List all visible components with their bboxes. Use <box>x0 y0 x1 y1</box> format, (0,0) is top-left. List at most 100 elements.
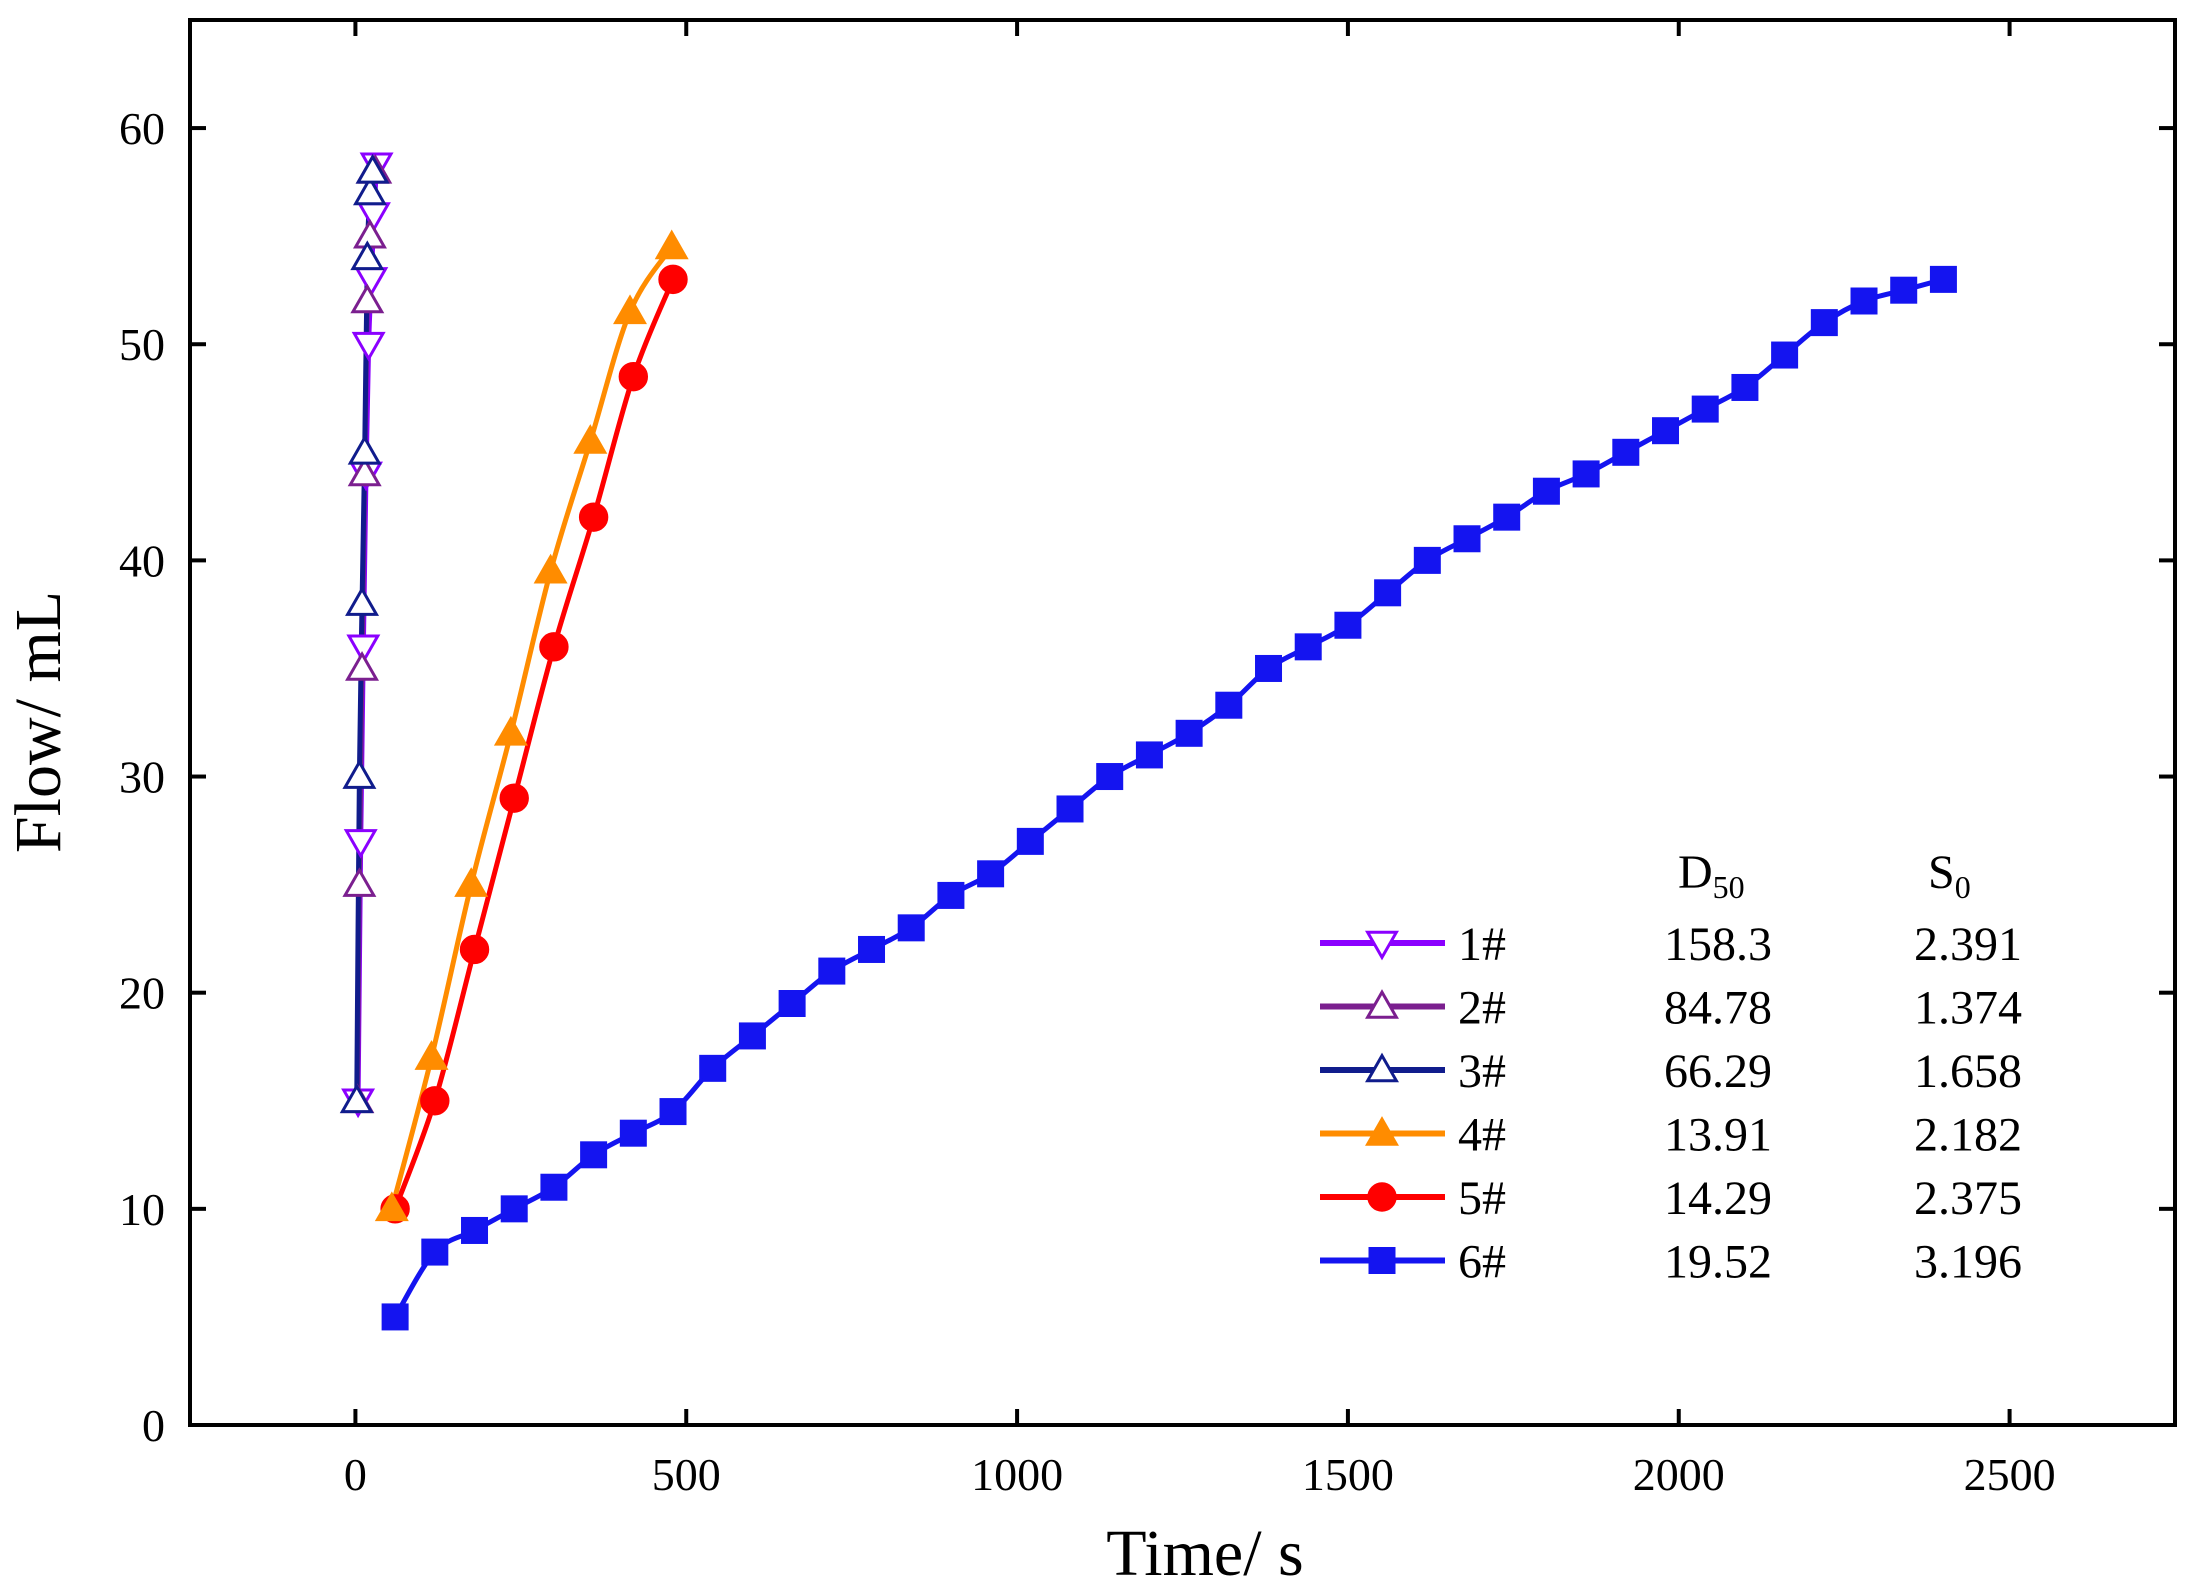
data-point-6 <box>1016 827 1044 855</box>
data-point-1 <box>346 634 381 665</box>
x-tick-label: 2500 <box>1964 1449 2056 1500</box>
data-point-6 <box>1652 417 1680 445</box>
data-point-4 <box>654 229 689 260</box>
legend-label-4: 4# <box>1458 1109 1506 1162</box>
legend-d50-2: 84.78 <box>1664 982 1772 1035</box>
y-tick-label: 10 <box>119 1184 165 1235</box>
data-point-6 <box>858 935 886 963</box>
data-point-6 <box>1215 691 1243 719</box>
data-point-6 <box>580 1141 608 1169</box>
axis-ticks: 0 500 1000 1500 2000 2500 0 10 20 30 40 50 60 <box>119 20 2175 1500</box>
data-point-3 <box>350 240 385 271</box>
x-tick-label: 500 <box>652 1449 721 1500</box>
data-point-6 <box>738 1022 766 1050</box>
data-point-6 <box>977 860 1005 888</box>
data-point-6 <box>1850 287 1878 315</box>
data-point-3 <box>355 153 390 184</box>
data-point-6 <box>461 1216 489 1244</box>
data-point-6 <box>1771 341 1799 369</box>
data-point-6 <box>659 1098 687 1126</box>
legend-label-5: 5# <box>1458 1172 1506 1225</box>
legend-d50-6: 19.52 <box>1664 1236 1772 1289</box>
data-point-6 <box>1731 373 1759 401</box>
data-point-6 <box>1175 719 1203 747</box>
data-point-4 <box>454 867 489 897</box>
data-point-5 <box>459 934 490 965</box>
y-tick-label: 30 <box>119 752 165 803</box>
data-point-2 <box>350 283 385 314</box>
data-point-6 <box>1096 763 1124 791</box>
y-axis-title: Flow/ mL <box>2 591 75 853</box>
legend-s0-2: 1.374 <box>1914 982 2022 1035</box>
data-point-6 <box>540 1173 568 1201</box>
data-point-6 <box>778 990 806 1017</box>
data-point-6 <box>1691 395 1719 423</box>
x-tick-label: 1000 <box>971 1449 1063 1500</box>
data-point-6 <box>1334 611 1362 639</box>
legend-s0-1: 2.391 <box>1914 918 2022 971</box>
legend-header-d50: D50 <box>1678 846 1745 905</box>
data-point-6 <box>1374 579 1402 607</box>
legend-label-1: 1# <box>1458 918 1506 971</box>
data-point-3 <box>345 586 380 616</box>
legend-s0-6: 3.196 <box>1914 1236 2022 1289</box>
data-point-6 <box>500 1195 528 1223</box>
x-tick-label: 2000 <box>1633 1449 1725 1500</box>
x-tick-label: 0 <box>344 1449 367 1500</box>
data-point-5 <box>499 783 529 813</box>
legend-header-s0: S0 <box>1928 846 1971 905</box>
legend-s0-3: 1.658 <box>1914 1045 2022 1098</box>
data-point-6 <box>1413 546 1441 574</box>
data-point-6 <box>1056 795 1084 823</box>
legend-d50-1: 158.3 <box>1664 918 1772 971</box>
data-point-3 <box>339 1083 374 1114</box>
data-point-6 <box>699 1054 727 1082</box>
data-point-2 <box>342 867 377 897</box>
legend-label-3: 3# <box>1458 1045 1506 1098</box>
data-point-4 <box>573 424 608 454</box>
data-point-5 <box>658 264 688 295</box>
data-point-6 <box>381 1303 409 1331</box>
legend-label-2: 2# <box>1458 982 1506 1035</box>
data-point-4 <box>533 553 568 584</box>
data-point-2 <box>347 456 382 487</box>
y-tick-label: 60 <box>119 103 165 154</box>
data-point-1 <box>356 202 391 232</box>
data-point-6 <box>1612 438 1640 466</box>
legend-s0-5: 2.375 <box>1914 1172 2022 1225</box>
data-point-3 <box>342 759 377 789</box>
data-point-6 <box>1572 460 1600 488</box>
legend-marker-2 <box>1365 989 1399 1019</box>
data-point-3 <box>347 434 382 465</box>
legend-marker-1 <box>1365 930 1399 961</box>
data-point-5 <box>578 502 609 532</box>
legend-label-6: 6# <box>1458 1236 1506 1289</box>
data-point-6 <box>1135 741 1163 769</box>
plot-frame <box>188 18 2177 1427</box>
legend-marker-6 <box>1368 1247 1396 1274</box>
data-point-2 <box>345 651 380 681</box>
data-point-4 <box>493 715 528 746</box>
data-point-4 <box>374 1191 409 1222</box>
legend-marker-4 <box>1365 1116 1399 1146</box>
legend: D50 S0 1# 158.3 2.391 2# 84.78 1.374 3# 66.29 1.… <box>1320 846 2022 1289</box>
data-point-4 <box>414 1040 449 1070</box>
data-point-6 <box>897 914 925 942</box>
data-point-6 <box>1255 654 1283 682</box>
series-markers <box>339 152 1957 1331</box>
data-point-6 <box>1532 477 1560 505</box>
series-line-6 <box>392 276 1945 1319</box>
y-tick-label: 20 <box>119 968 165 1019</box>
data-point-5 <box>539 632 569 662</box>
legend-d50-4: 13.91 <box>1664 1109 1772 1162</box>
data-point-6 <box>421 1238 449 1266</box>
y-tick-label: 0 <box>142 1400 165 1451</box>
y-tick-label: 40 <box>119 535 165 586</box>
y-tick-label: 50 <box>119 319 165 370</box>
data-point-6 <box>1929 265 1957 293</box>
x-axis-title: Time/ s <box>1106 1517 1303 1580</box>
legend-marker-3 <box>1365 1052 1399 1083</box>
legend-d50-3: 66.29 <box>1664 1045 1772 1098</box>
legend-s0-4: 2.182 <box>1914 1109 2022 1162</box>
